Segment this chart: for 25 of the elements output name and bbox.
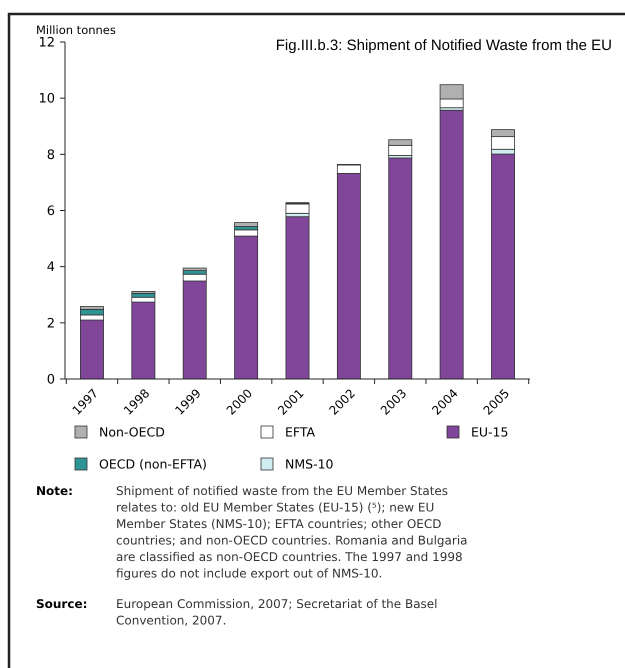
bar bbox=[182, 268, 207, 271]
chart-title: Fig.III.b.3: Shipment of Notified Waste from the EU bbox=[276, 37, 612, 54]
bar bbox=[440, 110, 464, 380]
legend-label: OECD (non-EFTA) bbox=[99, 456, 207, 472]
bar bbox=[80, 320, 104, 380]
bar bbox=[286, 216, 310, 380]
legend-label: NMS-10 bbox=[285, 456, 334, 472]
legend-label: Non-OECD bbox=[99, 424, 165, 440]
bar bbox=[286, 204, 310, 214]
y-tick-label: 6 bbox=[46, 204, 55, 220]
bar bbox=[131, 302, 156, 380]
legend-label: EFTA bbox=[285, 424, 316, 440]
bar bbox=[388, 158, 412, 380]
y-tick-label: 10 bbox=[38, 92, 55, 107]
y-tick-label: 8 bbox=[46, 148, 55, 163]
y-tick-label: 2 bbox=[46, 316, 55, 332]
y-tick-label: 12 bbox=[38, 36, 55, 51]
text: Source: European Commission, 2007; Secretariat of the Basel Convention, 2007. bbox=[36, 597, 438, 628]
y-tick-label: 4 bbox=[46, 260, 55, 276]
text: Note: Shipment of notified waste from the EU Member States relates to: old EU Member States (EU-15) (⁵); new EU Member States (NMS-10); EFTA countries; other OECD countries; and non-OECD countries. Romania and Bulgaria are classified as non-OECD countries. The 1997 and 1998 figures do not include export out of NMS-10. bbox=[36, 484, 468, 580]
bar bbox=[491, 154, 515, 380]
bar bbox=[234, 222, 258, 227]
legend-label: EU-15 bbox=[471, 424, 508, 440]
y-axis-title: Million tonnes bbox=[36, 23, 116, 37]
y-tick-label: 0 bbox=[46, 372, 55, 388]
